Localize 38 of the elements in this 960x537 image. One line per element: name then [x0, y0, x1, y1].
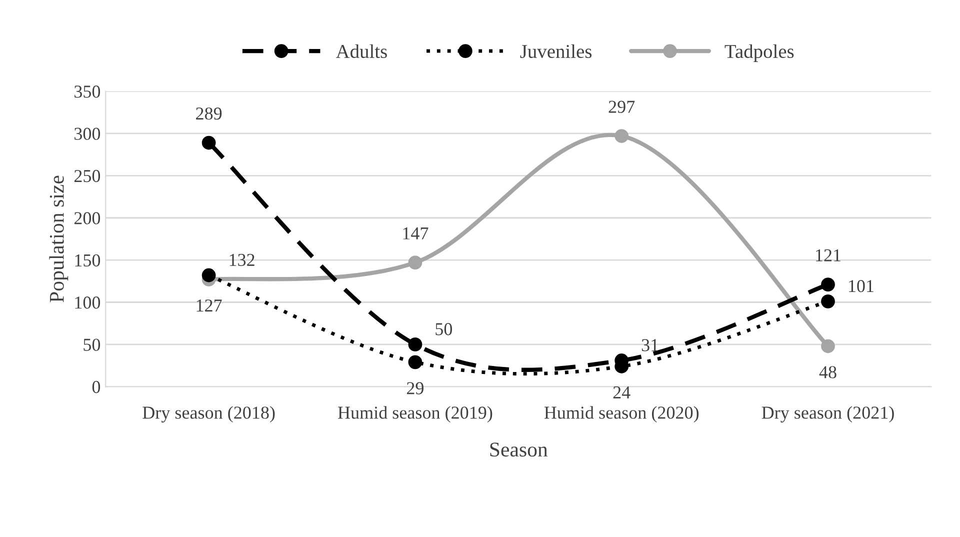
- legend-label: Juveniles: [520, 44, 592, 58]
- point: [821, 294, 835, 308]
- data-label: 297: [608, 100, 635, 113]
- data-label: 289: [196, 107, 222, 120]
- data-label: 127: [196, 299, 222, 312]
- point: [408, 355, 422, 370]
- y-tick-label: 200: [74, 212, 100, 224]
- y-tick-label: 100: [75, 296, 100, 309]
- point: [614, 129, 629, 143]
- data-label: 48: [819, 366, 836, 378]
- data-label: 24: [613, 386, 630, 398]
- data-label: 29: [406, 382, 424, 394]
- data-label: 121: [816, 249, 840, 262]
- point: [202, 268, 216, 282]
- point: [202, 136, 216, 150]
- x-axis-title: Season: [490, 442, 548, 457]
- y-axis-title: Population size: [49, 176, 68, 302]
- y-tick-label: 150: [75, 254, 100, 267]
- point: [821, 339, 835, 354]
- data-label: 132: [230, 254, 254, 266]
- y-tick-label: 50: [84, 338, 100, 351]
- x-tick-label: Humid season (2020): [544, 406, 699, 422]
- point: [408, 256, 422, 270]
- y-tick-label: 250: [74, 170, 100, 182]
- y-tick-label: 0: [92, 380, 100, 394]
- data-label: 50: [436, 323, 452, 336]
- data-label: 147: [403, 227, 428, 240]
- legend-label: Adults: [336, 44, 387, 58]
- data-label: 31: [642, 339, 658, 352]
- y-tick-label: 350: [74, 86, 100, 98]
- x-tick-label: Humid season (2019): [338, 406, 492, 422]
- x-tick-label: Dry season (2021): [762, 406, 894, 423]
- data-label: 101: [849, 280, 874, 292]
- point: [821, 278, 835, 292]
- x-tick-label: Dry season (2018): [142, 406, 275, 423]
- y-tick-label: 300: [74, 128, 100, 140]
- legend-label: Tadpoles: [724, 44, 794, 62]
- point: [408, 338, 422, 352]
